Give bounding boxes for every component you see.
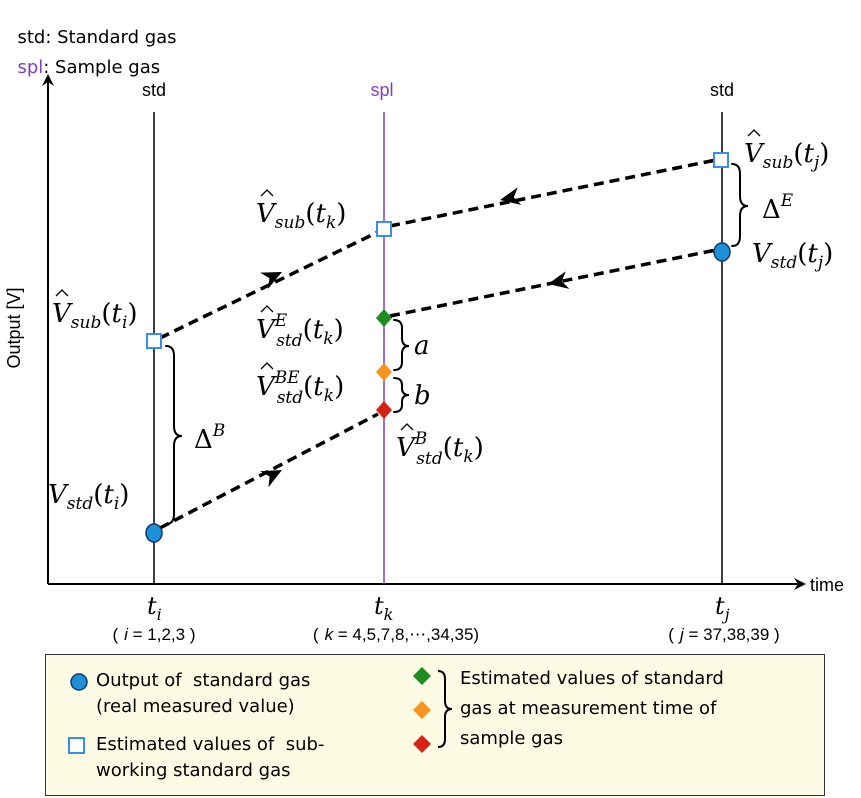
range-i: (i = 1,2,3 ) xyxy=(112,625,195,644)
direction-arrow-std-left xyxy=(260,470,282,488)
sub-marker-tj xyxy=(713,152,729,168)
hat-sub-tj xyxy=(747,129,761,137)
delta-b-brace xyxy=(165,345,183,525)
legend-std-marker-icon xyxy=(70,673,88,691)
spl-desc: : Sample gas xyxy=(43,57,161,78)
v-std-be-tk-label: VBE std(tk) xyxy=(256,368,344,408)
direction-arrow-sub-left xyxy=(260,272,282,289)
red-diamond-marker xyxy=(376,401,392,419)
v-std-ti-label: Vstd(ti) xyxy=(48,480,129,514)
hat-std-e-tk xyxy=(260,305,274,313)
std-marker-tj xyxy=(713,242,731,262)
std-marker-ti xyxy=(145,523,163,543)
legend-orange-diamond-icon xyxy=(413,701,431,719)
std-definition: std: Standard gas xyxy=(6,6,177,48)
legend-red-diamond-icon xyxy=(413,735,431,753)
column-label-spl: spl xyxy=(370,80,393,100)
v-sub-ti-label: Vsub(ti) xyxy=(52,299,138,333)
column-label-std-left: std xyxy=(142,80,166,100)
std-abbr: std xyxy=(17,27,46,48)
legend-estimated-text-1: Estimated values of standard xyxy=(460,668,724,689)
legend-brace xyxy=(437,670,453,748)
legend-sub-text-1: Estimated values of sub- xyxy=(96,734,325,755)
spl-abbr: spl xyxy=(17,57,44,78)
dashed-line-std-left xyxy=(159,412,379,530)
hat-std-b-tk xyxy=(400,423,414,431)
legend-std-text-1: Output of standard gas xyxy=(96,670,311,691)
spl-definition: spl: Sample gas xyxy=(6,36,160,78)
hat-std-be-tk xyxy=(260,362,274,370)
legend-sub-text-2: working standard gas xyxy=(96,760,291,781)
v-sub-tj-label: Vsub(tj) xyxy=(744,139,829,173)
v-sub-tk-label: Vsub(tk) xyxy=(256,199,346,233)
hat-sub-tk xyxy=(260,189,274,197)
delta-b-label: ΔB xyxy=(194,421,225,455)
std-desc: : Standard gas xyxy=(45,27,177,48)
direction-arrow-std-right xyxy=(548,271,570,289)
dashed-line-sub-right xyxy=(389,158,717,228)
delta-e-label: ΔE xyxy=(762,191,794,225)
b-brace xyxy=(393,377,410,413)
range-j: (j = 37,38,39 ) xyxy=(668,625,779,644)
delta-e-brace xyxy=(731,163,749,247)
legend-green-diamond-icon xyxy=(413,667,431,685)
tick-ti: ti xyxy=(147,592,162,624)
orange-diamond-marker xyxy=(376,363,392,381)
hat-sub-ti xyxy=(55,289,69,297)
tick-tj: tj xyxy=(715,592,730,624)
a-brace xyxy=(393,319,410,371)
v-std-tj-label: Vstd(tj) xyxy=(752,239,833,273)
v-std-b-tk-label: VB std(tk) xyxy=(396,429,484,469)
b-label: b xyxy=(414,381,431,411)
legend-estimated-icons xyxy=(413,667,453,753)
column-label-std-right: std xyxy=(710,80,734,100)
x-axis-label: time xyxy=(810,575,844,595)
sub-marker-ti xyxy=(146,333,162,349)
tick-tk: tk xyxy=(374,592,393,624)
sub-marker-tk xyxy=(376,221,392,237)
green-diamond-marker xyxy=(376,309,392,327)
legend-sub-marker-icon xyxy=(68,737,85,754)
legend-estimated-text-2: gas at measurement time of xyxy=(460,698,717,719)
legend-std-text-2: (real measured value) xyxy=(96,696,295,717)
y-axis-label: Output [V] xyxy=(4,287,24,368)
calibration-diagram: Output [V] time std spl std xyxy=(4,74,844,644)
legend-estimated-text-3: sample gas xyxy=(460,728,563,749)
v-std-e-tk-label: VE std(tk) xyxy=(256,311,344,351)
direction-arrow-sub-right xyxy=(500,187,522,205)
range-k: (k = 4,5,7,8,⋯,34,35) xyxy=(313,625,479,644)
a-label: a xyxy=(414,331,430,361)
legend-box: Output of standard gas (real measured va… xyxy=(45,654,825,796)
